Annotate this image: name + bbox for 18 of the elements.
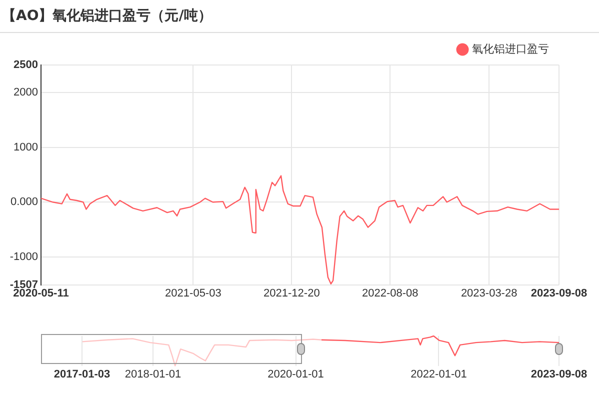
- x-tick-label: 2023-09-08: [530, 287, 588, 300]
- x-tick-label: 2017-01-03: [54, 368, 110, 380]
- y-tick-label: 2000: [14, 86, 38, 98]
- x-tick-label: 2018-01-01: [124, 368, 182, 380]
- x-tick-label: 2021-12-20: [264, 287, 320, 300]
- x-tick-label: 2020-01-01: [268, 368, 324, 380]
- y-tick-label: 1000: [14, 141, 38, 154]
- x-tick-label: 2022-08-08: [362, 287, 418, 300]
- chart-title: 【AO】氧化铝进口盈亏（元/吨）: [0, 0, 599, 33]
- y-tick-label: 0.000: [10, 196, 38, 208]
- y-tick-label: -1000: [10, 251, 38, 264]
- x-tick-label: 2021-05-03: [165, 287, 222, 300]
- y-tick-label: 2500: [14, 59, 38, 72]
- x-tick-label: 2023-09-08: [530, 368, 588, 380]
- x-tick-label: 2020-05-11: [13, 287, 69, 300]
- x-tick-label: 2023-03-28: [460, 287, 518, 300]
- x-tick-label: 2022-01-01: [410, 368, 467, 380]
- legend-label: 氧化铝进口盈亏: [472, 42, 549, 56]
